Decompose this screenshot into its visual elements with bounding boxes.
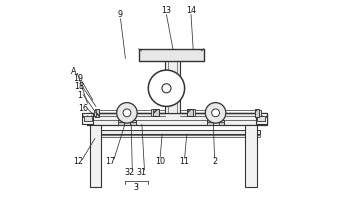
Bar — [118, 122, 124, 124]
Text: 11: 11 — [180, 157, 190, 166]
Bar — [151, 109, 153, 116]
Bar — [130, 122, 136, 124]
Circle shape — [205, 103, 226, 123]
Text: 12: 12 — [74, 157, 84, 166]
Bar — [88, 113, 267, 124]
Bar — [118, 120, 136, 124]
Text: 31: 31 — [137, 168, 147, 177]
Text: 18: 18 — [74, 82, 84, 91]
Bar — [207, 120, 224, 124]
Text: 13: 13 — [161, 6, 171, 15]
Circle shape — [123, 109, 131, 117]
Bar — [255, 109, 259, 117]
Bar — [82, 113, 93, 124]
Circle shape — [162, 84, 171, 93]
Text: 32: 32 — [124, 168, 134, 177]
Bar — [187, 109, 193, 116]
Bar — [153, 109, 159, 116]
Circle shape — [212, 109, 219, 117]
Bar — [255, 109, 259, 117]
Bar — [245, 124, 257, 187]
Text: 2: 2 — [212, 157, 217, 166]
Bar — [95, 109, 99, 117]
Text: 10: 10 — [155, 157, 165, 166]
Bar — [90, 124, 101, 187]
Bar — [93, 110, 96, 116]
Bar — [166, 55, 180, 113]
Text: 19: 19 — [73, 74, 83, 83]
Bar — [256, 113, 267, 124]
Bar — [95, 109, 99, 117]
Bar — [187, 109, 193, 116]
Text: 17: 17 — [105, 157, 115, 166]
Text: 16: 16 — [78, 104, 88, 113]
Bar — [259, 110, 261, 116]
Bar — [94, 135, 260, 137]
Text: 14: 14 — [186, 6, 196, 15]
Text: A: A — [71, 67, 77, 76]
Circle shape — [148, 70, 184, 106]
Bar — [153, 109, 159, 116]
Bar — [257, 116, 265, 121]
Text: 9: 9 — [118, 10, 123, 19]
Bar — [82, 113, 93, 124]
Bar — [256, 113, 267, 124]
Text: 3: 3 — [133, 183, 138, 192]
Bar — [219, 122, 224, 124]
Text: 1: 1 — [77, 91, 82, 100]
Bar — [193, 109, 195, 116]
Bar — [139, 49, 204, 60]
Circle shape — [117, 103, 137, 123]
Bar — [94, 130, 260, 134]
Bar — [207, 122, 212, 124]
Bar — [84, 116, 92, 121]
